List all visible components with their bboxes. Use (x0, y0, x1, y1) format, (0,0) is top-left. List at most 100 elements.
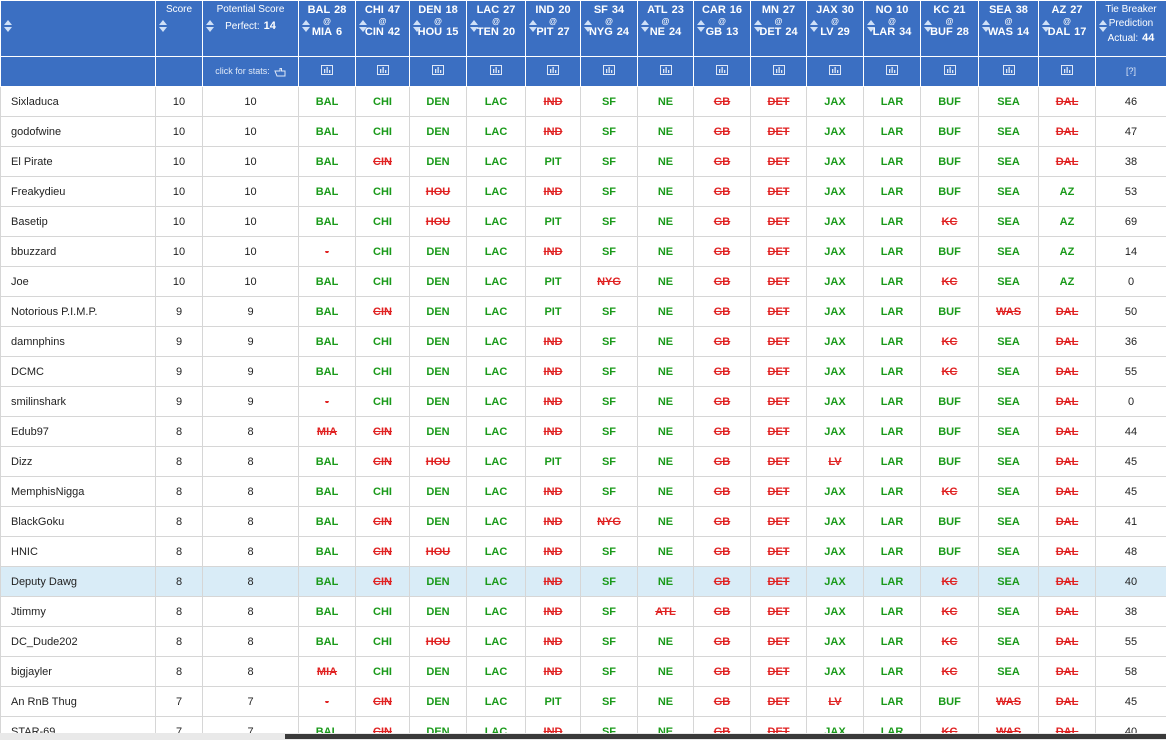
pick-cell: GB (693, 116, 751, 147)
player-row[interactable]: MemphisNigga 8 8 BAL CHI DEN LAC IND SF NE GB DET JA… (0, 476, 1166, 507)
stats-icon[interactable] (603, 65, 615, 75)
pick: DEN (426, 575, 450, 588)
game-header[interactable]: LAC 27 @ TEN 20 (466, 0, 526, 57)
score: 8 (155, 506, 203, 537)
stats-cell[interactable] (580, 56, 638, 87)
player-row[interactable]: HNIC 8 8 BAL CIN HOU LAC IND SF NE GB DET JAX LAR BUF S… (0, 536, 1166, 567)
game-header[interactable]: ATL 23 @ NE 24 (637, 0, 694, 57)
stats-cell[interactable] (920, 56, 979, 87)
scrollbar-thumb[interactable] (285, 734, 1166, 739)
stats-cell[interactable] (978, 56, 1039, 87)
pick: SF (601, 125, 617, 138)
game-header[interactable]: NO 10 @ LAR 34 (863, 0, 921, 57)
stats-icon[interactable] (1061, 65, 1073, 75)
stats-icon[interactable] (943, 65, 956, 75)
pick: DAL (1055, 485, 1079, 498)
actual-line: Actual: 44 (1096, 32, 1166, 44)
stats-cell[interactable] (1038, 56, 1096, 87)
game-header[interactable]: IND 20 @ PIT 27 (525, 0, 581, 57)
game-header[interactable]: MN 27 @ DET 24 (750, 0, 807, 57)
stats-icon[interactable] (716, 65, 728, 75)
player-row[interactable]: smilinshark 9 9- CHI DEN LAC IND SF NE GB DET JAX LA… (0, 386, 1166, 417)
game-header[interactable]: KC 21 @ BUF 28 (920, 0, 979, 57)
home-team: NYG (588, 26, 613, 38)
player-row[interactable]: Jtimmy 8 8 BAL CHI DEN LAC IND SF ATL GB DET JAX LAR K… (0, 596, 1166, 627)
player-row[interactable]: Dizz 8 8 BAL CIN HOU LAC PIT SF NE GB DET LV LAR BUF SE… (0, 446, 1166, 477)
player-row[interactable]: godofwine 10 10 BAL CHI DEN LAC IND SF NE GB DET JAX… (0, 116, 1166, 147)
stats-cell[interactable] (806, 56, 864, 87)
pick: CIN (373, 305, 392, 318)
pick: DAL (1055, 515, 1079, 528)
stats-icon[interactable] (490, 65, 502, 75)
player-row[interactable]: Notorious P.I.M.P. 9 9 BAL CIN DEN LAC PIT SF NE G… (0, 296, 1166, 327)
player-row[interactable]: bbuzzard 10 10- CHI DEN LAC IND SF NE GB DET JAX LAR… (0, 236, 1166, 267)
pick: AZ (1059, 275, 1075, 288)
stats-cell[interactable] (750, 56, 807, 87)
player-row[interactable]: Sixladuca 10 10 BAL CHI DEN LAC IND SF NE GB DET JAX… (0, 86, 1166, 117)
pick: HOU (425, 635, 451, 648)
player-row[interactable]: Deputy Dawg 8 8 BAL CIN DEN LAC IND SF NE GB DET JAX… (0, 566, 1166, 597)
pick: IND (543, 125, 563, 138)
player-row[interactable]: DCMC 9 9 BAL CHI DEN LAC IND SF NE GB DET JAX LAR KC SE… (0, 356, 1166, 387)
game-header[interactable]: CHI 47 @ CIN 42 (355, 0, 410, 57)
stats-cell[interactable] (298, 56, 356, 87)
stats-icon[interactable] (1002, 65, 1015, 75)
player-row[interactable]: Edub97 8 8 MIA CIN DEN LAC IND SF NE GB DET JAX LAR BU… (0, 416, 1166, 447)
stats-row: click for stats: [?] (0, 56, 1166, 87)
stats-icon[interactable] (886, 65, 898, 75)
game-header[interactable]: SF 34 @ NYG 24 (580, 0, 638, 57)
score-header[interactable]: Score (155, 0, 203, 57)
pick: SF (601, 215, 617, 228)
stats-cell[interactable] (637, 56, 694, 87)
name-header[interactable] (0, 0, 156, 57)
stats-cell[interactable] (409, 56, 467, 87)
stats-cell[interactable] (355, 56, 410, 87)
player-row[interactable]: El Pirate 10 10 BAL CIN DEN LAC PIT SF NE GB DET JAX… (0, 146, 1166, 177)
game-header[interactable]: JAX 30 @ LV 29 (806, 0, 864, 57)
player-row[interactable]: BlackGoku 8 8 BAL CIN DEN LAC IND NYG NE GB DET JAX L… (0, 506, 1166, 537)
pick: SEA (997, 125, 1020, 138)
player-name: An RnB Thug (0, 686, 156, 717)
pick: BAL (315, 575, 339, 588)
player-row[interactable]: Joe 10 10 BAL CHI DEN LAC PIT NYG NE GB DET JAX LAR KC… (0, 266, 1166, 297)
pick-cell: LAC (466, 656, 526, 687)
player-row[interactable]: Basetip 10 10 BAL CHI HOU LAC PIT SF NE GB DET JAX LA… (0, 206, 1166, 237)
player-row[interactable]: damnphins 9 9 BAL CHI DEN LAC IND SF NE GB DET JAX LA… (0, 326, 1166, 357)
pick: LAR (880, 365, 904, 378)
pick-cell: LAC (466, 266, 526, 297)
player-row[interactable]: DC_Dude202 8 8 BAL CHI HOU LAC IND SF NE GB DET JAX L… (0, 626, 1166, 657)
stats-cell[interactable] (525, 56, 581, 87)
perfect-label: Perfect: (225, 21, 260, 32)
game-header[interactable]: CAR 16 @ GB 13 (693, 0, 751, 57)
game-header[interactable]: DEN 18 @ HOU 15 (409, 0, 467, 57)
help-link[interactable]: [?] (1125, 66, 1136, 76)
player-row[interactable]: STAR-69 7 7 BAL CIN DEN LAC IND SF NE GB DET JAX LAR K… (0, 716, 1166, 733)
stats-icon[interactable] (376, 65, 389, 75)
player-row[interactable]: Freakydieu 10 10 BAL CHI HOU LAC IND SF NE GB DET JA… (0, 176, 1166, 207)
game-header[interactable]: BAL 28 @ MIA 6 (298, 0, 356, 57)
stats-icon[interactable] (432, 65, 444, 75)
at-sign: @ (1004, 17, 1013, 26)
stats-icon[interactable] (772, 65, 785, 75)
scrollbar[interactable] (0, 733, 1166, 740)
stats-icon[interactable] (659, 65, 672, 75)
tiebreak-header[interactable]: Tie Breaker Prediction Actual: 44 (1095, 0, 1166, 57)
stats-cell[interactable] (863, 56, 921, 87)
stats-icon[interactable] (321, 65, 333, 75)
player-row[interactable]: bigjayler 8 8 MIA CHI DEN LAC IND SF NE GB DET JAX LA… (0, 656, 1166, 687)
away-score: 21 (953, 4, 966, 16)
at-sign: @ (831, 17, 839, 26)
pick: GB (713, 95, 731, 108)
stats-icon[interactable] (547, 65, 559, 75)
game-header[interactable]: SEA 38 @ WAS 14 (978, 0, 1039, 57)
potential-header[interactable]: Potential Score Perfect: 14 (202, 0, 299, 57)
stats-cell[interactable] (693, 56, 751, 87)
player-row[interactable]: An RnB Thug 7 7- CIN DEN LAC PIT SF NE GB DET LV LAR… (0, 686, 1166, 717)
stats-icon[interactable] (829, 65, 841, 75)
stats-cell[interactable] (466, 56, 526, 87)
pick-cell: CHI (355, 386, 410, 417)
game-header[interactable]: AZ 27 @ DAL 17 (1038, 0, 1096, 57)
pick-cell: SF (580, 536, 638, 567)
hand-icon (274, 67, 286, 77)
help-cell[interactable]: [?] (1095, 56, 1166, 87)
